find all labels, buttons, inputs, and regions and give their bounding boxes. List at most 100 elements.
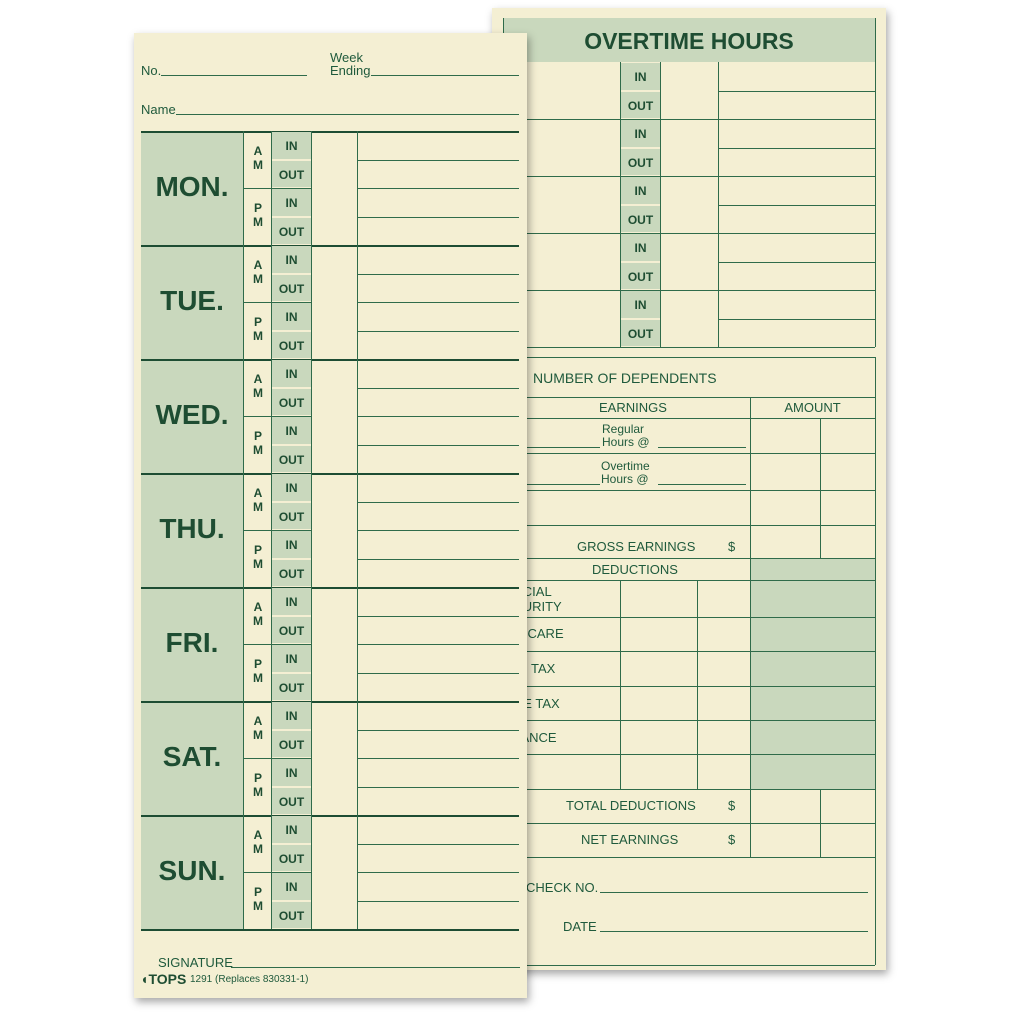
- day-cell: [141, 245, 243, 359]
- in-out-cell: [272, 645, 311, 672]
- time-entry-line[interactable]: [357, 416, 519, 417]
- time-entry-line[interactable]: [357, 672, 519, 674]
- in-out-cell: [272, 217, 311, 244]
- check-no-label: CHECK NO.: [526, 880, 599, 895]
- time-entry-line[interactable]: [357, 302, 519, 303]
- time-entry-line[interactable]: [357, 273, 519, 275]
- out-label: OUT: [278, 281, 305, 296]
- check-no-field[interactable]: [600, 892, 868, 893]
- out-label: OUT: [627, 212, 654, 227]
- card-title: OVERTIME HOURS: [584, 28, 794, 54]
- am-label: A: [253, 600, 263, 614]
- day-divider: [141, 815, 519, 817]
- time-entry-line[interactable]: [357, 159, 519, 161]
- column-divider: [311, 131, 312, 929]
- table-row-line: [503, 720, 875, 721]
- in-out-cell: [272, 759, 311, 786]
- time-entry-line[interactable]: [357, 644, 519, 645]
- in-label: IN: [285, 424, 298, 438]
- cents-column: [820, 789, 821, 857]
- in-out-cell: [272, 844, 311, 871]
- in-label: IN: [285, 253, 298, 267]
- day-label: TUE.: [160, 285, 224, 316]
- table-row-line: [503, 418, 875, 419]
- in-out-cell: [272, 445, 311, 472]
- in-label: IN: [634, 70, 647, 84]
- time-entry-line[interactable]: [357, 216, 519, 218]
- amount-column: [750, 397, 751, 857]
- dollar-sign: $: [728, 798, 736, 813]
- day-label: THU.: [159, 513, 225, 544]
- earnings-header: EARNINGS: [599, 400, 667, 415]
- day-divider: [141, 359, 519, 361]
- deduction-column: [620, 580, 621, 789]
- table-row-line: [503, 857, 875, 858]
- week-ending-field[interactable]: [371, 75, 519, 76]
- time-entry-line[interactable]: [357, 900, 519, 902]
- in-out-cell: [621, 63, 660, 90]
- in-label: IN: [634, 298, 647, 312]
- name-label: Name: [141, 102, 176, 117]
- day-divider: [141, 701, 519, 703]
- cents-column: [820, 418, 821, 558]
- in-out-cell: [272, 274, 311, 301]
- time-entry-line[interactable]: [357, 758, 519, 759]
- time-entry-line[interactable]: [718, 90, 875, 92]
- time-entry-line[interactable]: [357, 188, 519, 189]
- am-pm-divider: [243, 530, 311, 531]
- out-label: OUT: [278, 452, 305, 467]
- out-label: OUT: [627, 155, 654, 170]
- deductions-header: DEDUCTIONS: [592, 562, 678, 577]
- overtime-card: OVERTIME HOURS NUMBER OF DEPENDENTS EARN…: [480, 8, 886, 970]
- am-label: M: [253, 272, 263, 286]
- in-out-cell: [272, 189, 311, 216]
- day-cell: [141, 701, 243, 815]
- time-entry-line[interactable]: [718, 204, 875, 206]
- time-entry-line[interactable]: [718, 147, 875, 149]
- no-field[interactable]: [161, 75, 307, 76]
- time-entry-line[interactable]: [357, 444, 519, 446]
- in-out-cell: [272, 673, 311, 700]
- column-divider: [620, 62, 621, 347]
- day-cell: [141, 587, 243, 701]
- regular-hours-field: [503, 447, 600, 448]
- in-label: IN: [634, 184, 647, 198]
- time-entry-line[interactable]: [357, 729, 519, 731]
- table-row-line: [503, 397, 875, 398]
- table-row-line: [503, 617, 875, 618]
- pm-label: M: [253, 899, 263, 913]
- day-label: SUN.: [158, 855, 226, 886]
- pm-label: M: [253, 785, 263, 799]
- border: [503, 357, 875, 358]
- name-field[interactable]: [176, 114, 519, 115]
- time-entry-line[interactable]: [718, 261, 875, 263]
- time-entry-line[interactable]: [357, 786, 519, 788]
- pm-label: M: [253, 671, 263, 685]
- regular-hours-label: Regular: [602, 422, 645, 436]
- in-label: IN: [285, 823, 298, 837]
- row-divider: [503, 290, 875, 291]
- in-out-cell: [621, 319, 660, 346]
- week-label: Week: [330, 50, 363, 65]
- time-entry-line[interactable]: [357, 530, 519, 531]
- in-out-cell: [272, 588, 311, 615]
- time-entry-line[interactable]: [357, 330, 519, 332]
- time-entry-line[interactable]: [357, 387, 519, 389]
- in-out-cell: [621, 177, 660, 204]
- time-entry-line[interactable]: [357, 843, 519, 845]
- time-entry-line[interactable]: [718, 318, 875, 320]
- time-entry-line[interactable]: [357, 501, 519, 503]
- am-label: A: [253, 486, 263, 500]
- in-label: IN: [285, 652, 298, 666]
- out-label: OUT: [278, 395, 305, 410]
- time-entry-line[interactable]: [357, 558, 519, 560]
- out-label: OUT: [278, 623, 305, 638]
- am-label: M: [253, 500, 263, 514]
- time-entry-line[interactable]: [357, 872, 519, 873]
- signature-field[interactable]: [231, 967, 520, 968]
- ending-label: Ending: [330, 63, 371, 78]
- no-label: No.: [141, 63, 162, 78]
- time-entry-line[interactable]: [357, 615, 519, 617]
- deduction-column: [697, 580, 698, 789]
- date-field[interactable]: [600, 931, 868, 932]
